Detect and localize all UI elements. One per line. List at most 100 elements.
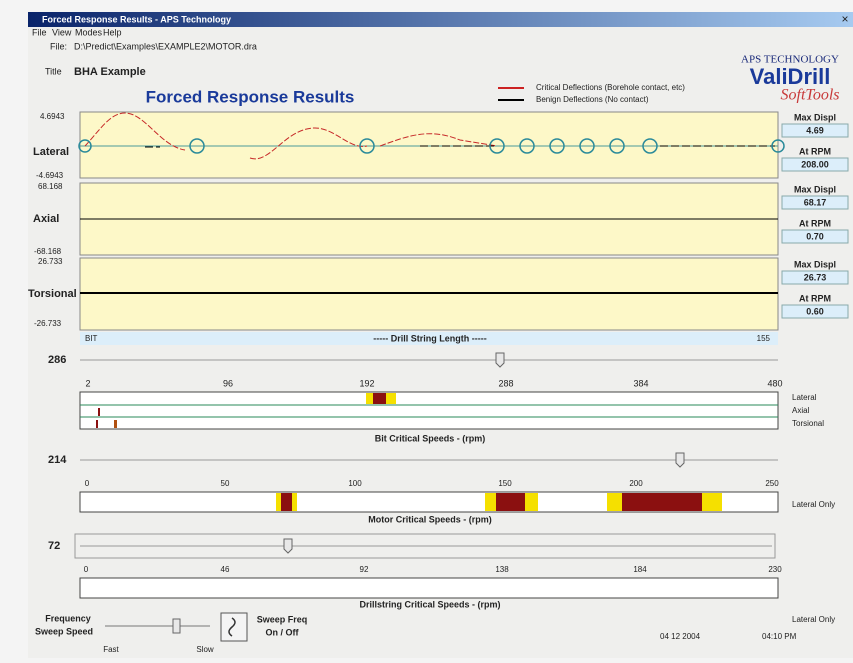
sweep-thumb[interactable] (172, 618, 181, 634)
y-max: 68.168 (38, 182, 63, 191)
tick-label: 0 (85, 479, 90, 488)
y-min: -26.733 (34, 319, 62, 328)
critical (622, 493, 702, 511)
plot-name: Torsional (28, 288, 77, 300)
rpm-label: At RPM (799, 293, 831, 303)
max-displ: 26.73 (804, 272, 827, 282)
axial-plot: 68.168 Axial -68.168 (33, 182, 779, 256)
benign-deflection (145, 145, 775, 148)
tick-labels: 0 50 100 150 200 250 (85, 479, 779, 488)
file-path: D:\Predict\Examples\EXAMPLE2\MOTOR.dra (74, 41, 257, 51)
tick-label: 2 (85, 378, 90, 388)
max-displ: 4.69 (806, 125, 824, 135)
note: Lateral Only (792, 500, 835, 509)
max-displ-label: Max Displ (794, 112, 836, 122)
info-boxes: Max Displ 4.69 At RPM 208.00 Max Displ 6… (781, 112, 849, 319)
tick-label: 138 (495, 565, 509, 574)
length-bar (80, 332, 778, 345)
slider-thumb[interactable] (675, 452, 685, 468)
window-title: Forced Response Results - APS Technology (42, 14, 231, 24)
max-displ: 68.17 (804, 197, 827, 207)
value-box (781, 304, 849, 319)
row-label: Torsional (792, 419, 824, 428)
caption: Drillstring Critical Speeds - (rpm) (359, 599, 500, 609)
critical (96, 420, 98, 428)
y-min: -4.6943 (36, 171, 64, 180)
sweep-label: Frequency (45, 613, 91, 623)
slider-value: 72 (48, 540, 60, 552)
rpm-label: At RPM (799, 218, 831, 228)
tick-label: 250 (765, 479, 779, 488)
rpm: 0.60 (806, 306, 824, 316)
node-circles (78, 138, 785, 154)
slider-value: 286 (48, 354, 66, 366)
tick-label: 50 (221, 479, 230, 488)
tick-label: 184 (633, 565, 647, 574)
length-label: ----- Drill String Length ----- (373, 333, 486, 343)
title-bar (28, 12, 853, 27)
heading: Forced Response Results (146, 87, 355, 106)
title-value: BHA Example (74, 66, 146, 78)
slider-frame (74, 533, 776, 559)
value-box (781, 195, 849, 210)
tick-label: 0 (84, 565, 89, 574)
rpm: 0.70 (806, 231, 824, 241)
tick-label: 92 (360, 565, 369, 574)
rpm: 208.00 (801, 159, 829, 169)
menu-item[interactable]: Help (103, 27, 122, 37)
critical-band (79, 577, 779, 599)
sweep-toggle[interactable] (220, 612, 248, 642)
critical-band (79, 391, 779, 430)
tick-labels: 0 46 92 138 184 230 (84, 565, 782, 574)
tick-label: 288 (498, 378, 513, 388)
max-displ-label: Max Displ (794, 259, 836, 269)
critical-deflection (84, 112, 498, 160)
value-box (781, 229, 849, 244)
menu-item[interactable]: File (32, 27, 47, 37)
plot-name: Axial (33, 213, 59, 225)
rpm-label: At RPM (799, 146, 831, 156)
row-label: Axial (792, 406, 810, 415)
slider-value: 214 (48, 454, 67, 466)
caption: Motor Critical Speeds - (rpm) (368, 514, 492, 524)
critical-band (79, 491, 779, 513)
tick-labels: 2 96 192 288 384 480 (85, 378, 782, 388)
slider-thumb[interactable] (283, 538, 293, 554)
toggle-icon (228, 617, 236, 637)
note: Lateral Only (792, 615, 835, 624)
critical (281, 493, 292, 511)
length-end: 155 (757, 334, 771, 343)
lateral-plot: 4.6943 Lateral -4.6943 (33, 111, 785, 180)
legend-label: Critical Deflections (Borehole contact, … (536, 83, 685, 92)
legend-label: Benign Deflections (No contact) (536, 95, 649, 104)
value-box (781, 270, 849, 285)
y-max: 4.6943 (40, 112, 65, 121)
critical (373, 393, 386, 404)
row-label: Lateral (792, 393, 817, 402)
menu-item[interactable]: Modes (75, 27, 103, 37)
title-label: Title (45, 66, 62, 76)
file-label: File: (50, 41, 67, 51)
sweep-label: Sweep Speed (35, 626, 93, 636)
logo-company: APS TECHNOLOGY (741, 54, 839, 66)
status-date: 04 12 2004 (660, 632, 701, 641)
close-button[interactable]: × (841, 12, 848, 26)
critical (98, 408, 100, 416)
y-min: -68.168 (34, 247, 62, 256)
logo-product: ValiDrill (750, 64, 831, 89)
sweep-slow: Slow (196, 645, 214, 654)
critical (496, 493, 525, 511)
tick-label: 384 (633, 378, 648, 388)
value-box (781, 157, 849, 172)
plot-area (79, 111, 779, 179)
tick-label: 230 (768, 565, 782, 574)
caption: Bit Critical Speeds - (rpm) (375, 433, 486, 443)
critical (114, 420, 117, 428)
menu-item[interactable]: View (52, 27, 72, 37)
toggle-label: Sweep Freq (257, 614, 308, 624)
sweep-fast: Fast (103, 645, 119, 654)
tick-label: 192 (359, 378, 374, 388)
slider-thumb[interactable] (495, 352, 505, 368)
